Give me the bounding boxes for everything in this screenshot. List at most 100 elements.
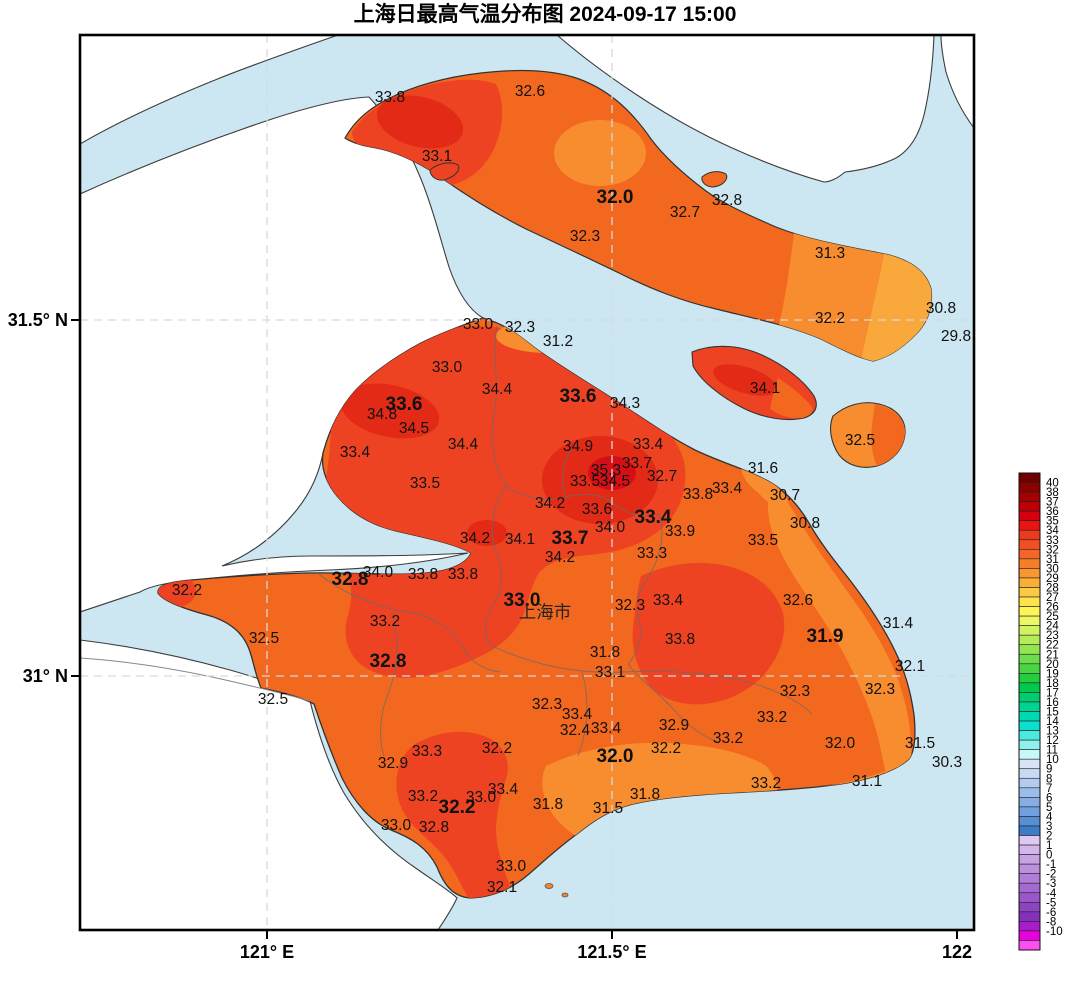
colorbar-segment xyxy=(1018,539,1041,550)
colorbar-tick-label: -5 xyxy=(1046,897,1056,909)
station-value: 32.8 xyxy=(712,192,742,209)
colorbar-segment xyxy=(1018,634,1041,646)
station-value: 33.8 xyxy=(375,89,405,106)
station-value: 33.0 xyxy=(466,789,497,806)
station-value: 32.6 xyxy=(783,592,813,609)
station-value: 30.7 xyxy=(770,487,800,504)
station-value: 33.0 xyxy=(432,359,463,376)
axis-labels: 121° E 121.5° E 122 31.5° N 31° N xyxy=(8,310,972,962)
colorbar-tick-label: 3 xyxy=(1046,821,1052,833)
colorbar-tick-label: 14 xyxy=(1046,716,1059,728)
station-value: 34.3 xyxy=(610,395,640,412)
colorbar-tick-label: 9 xyxy=(1046,764,1052,776)
station-value: 33.0 xyxy=(496,858,527,875)
station-value: 32.2 xyxy=(439,797,476,818)
station-value: 34.1 xyxy=(750,380,780,397)
colorbar-tick-label: 5 xyxy=(1046,802,1052,814)
colorbar-tick-label: 26 xyxy=(1046,602,1059,614)
station-value: 32.2 xyxy=(815,310,845,327)
station-value: 33.4 xyxy=(653,592,684,609)
colorbar-tick-label: 16 xyxy=(1046,697,1059,709)
land-qidong-north xyxy=(556,35,935,183)
station-value: 32.3 xyxy=(570,228,600,245)
colorbar-segment xyxy=(1018,529,1041,541)
colorbar-tick-label: 8 xyxy=(1046,773,1052,785)
station-value: 29.8 xyxy=(941,328,971,345)
station-value: 30.8 xyxy=(926,300,956,317)
colorbar-tick-label: 4 xyxy=(1046,811,1053,823)
station-value: 34.4 xyxy=(448,436,479,453)
station-value: 33.4 xyxy=(591,720,622,737)
colorbar-segment xyxy=(1018,739,1041,750)
station-value: 33.6 xyxy=(582,501,612,518)
colorbar-segment xyxy=(1018,653,1041,665)
station-value: 33.0 xyxy=(504,590,541,611)
station-value: 33.4 xyxy=(488,781,519,798)
station-value: 32.5 xyxy=(258,691,288,708)
station-value: 32.2 xyxy=(482,740,512,757)
colorbar-tick-label: 27 xyxy=(1046,592,1059,604)
colorbar-segment xyxy=(1018,568,1041,579)
station-value: 33.2 xyxy=(713,730,743,747)
station-value: 32.3 xyxy=(780,683,810,700)
colorbar-tick-label: 40 xyxy=(1046,478,1059,490)
station-value: 33.9 xyxy=(665,523,695,540)
colorbar-segment xyxy=(1018,663,1041,674)
station-value: 33.1 xyxy=(595,664,625,681)
x-tick-122: 122 xyxy=(942,942,972,962)
colorbar-segment xyxy=(1018,491,1041,502)
station-value: 33.4 xyxy=(340,444,371,461)
station-value: 32.8 xyxy=(332,569,369,590)
station-value: 32.4 xyxy=(560,722,591,739)
colorbar-tick-label: 21 xyxy=(1046,649,1059,661)
page-title: 上海日最高气温分布图 2024-09-17 15:00 xyxy=(354,2,737,26)
station-value: 34.2 xyxy=(545,549,575,566)
colorbar-segment xyxy=(1018,835,1041,846)
colorbar-tick-label: 35 xyxy=(1046,516,1059,528)
station-value: 34.8 xyxy=(367,406,397,423)
zone-chongming-mild-patch xyxy=(554,120,646,186)
station-value: 31.2 xyxy=(543,333,573,350)
province-boundary xyxy=(80,657,311,702)
colorbar-border xyxy=(1018,472,1041,951)
colorbar: 4038373635343332313029282726252423222120… xyxy=(1018,472,1063,951)
colorbar-segment xyxy=(1018,682,1041,693)
station-value: 32.8 xyxy=(370,651,407,672)
graticule xyxy=(80,35,974,930)
station-value: 34.0 xyxy=(363,564,394,581)
colorbar-segment xyxy=(1018,806,1041,817)
station-value: 32.9 xyxy=(378,755,408,772)
station-value: 33.5 xyxy=(410,475,440,492)
colorbar-tick-label: -8 xyxy=(1046,916,1056,928)
colorbar-segment xyxy=(1018,692,1041,703)
colorbar-tick-label: 28 xyxy=(1046,582,1059,594)
station-value: 33.8 xyxy=(665,631,695,648)
colorbar-segment xyxy=(1018,777,1041,789)
colorbar-tick-label: 2 xyxy=(1046,831,1052,843)
station-value: 32.1 xyxy=(487,879,517,896)
station-value: 35.3 xyxy=(591,462,621,479)
colorbar-segment xyxy=(1018,854,1041,865)
colorbar-segment xyxy=(1018,730,1041,741)
station-value: 32.0 xyxy=(597,187,634,208)
bay-islet-1 xyxy=(544,883,554,889)
station-value: 32.9 xyxy=(659,717,689,734)
station-value: 32.2 xyxy=(651,740,681,757)
colorbar-segment xyxy=(1018,606,1041,617)
station-value: 31.4 xyxy=(883,615,914,632)
station-value: 32.3 xyxy=(505,319,535,336)
colorbar-tick-label: 31 xyxy=(1046,554,1059,566)
colorbar-tick-label: 13 xyxy=(1046,726,1059,738)
colorbar-segment xyxy=(1018,472,1041,483)
colorbar-tick-label: 29 xyxy=(1046,573,1059,585)
station-value: 32.0 xyxy=(597,746,634,767)
colorbar-tick-label: 32 xyxy=(1046,544,1059,556)
colorbar-tick-label: 6 xyxy=(1046,792,1052,804)
islet-north xyxy=(701,171,728,188)
station-value: 32.7 xyxy=(670,204,700,221)
colorbar-segment xyxy=(1018,520,1041,531)
hengsha-island xyxy=(830,402,906,468)
zone-south-warm xyxy=(396,731,511,898)
colorbar-tick-label: 18 xyxy=(1046,678,1059,690)
colorbar-tick-label: -4 xyxy=(1046,888,1057,900)
